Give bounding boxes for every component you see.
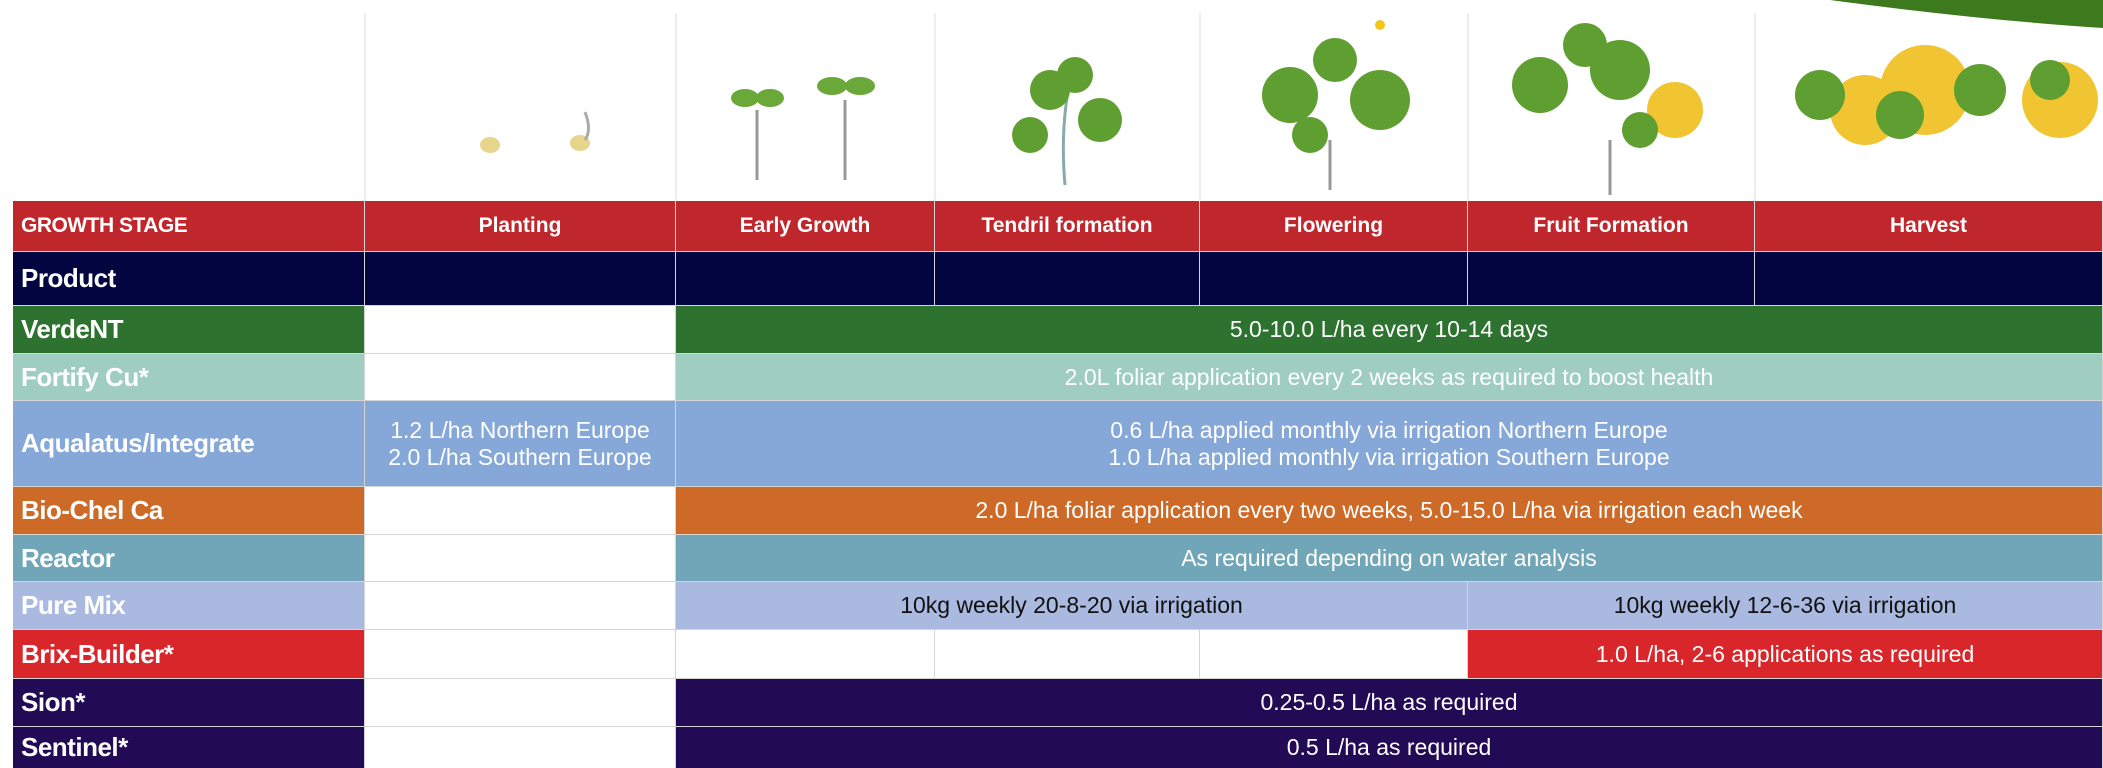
empty-cell — [365, 630, 676, 679]
product-name: Sion* — [13, 679, 365, 727]
product-name: Fortify Cu* — [13, 354, 365, 401]
cell: As required depending on water analysis — [676, 535, 2103, 582]
product-label: Product — [13, 252, 365, 306]
header-cell: Harvest — [1755, 201, 2103, 252]
cell-line: 1.0 L/ha applied monthly via irrigation … — [1108, 444, 1669, 471]
cell — [676, 252, 935, 306]
stage-illustrations — [0, 0, 2103, 201]
cell-line: 2.0 L/ha Southern Europe — [388, 444, 651, 471]
cell — [1755, 252, 2103, 306]
empty-cell — [365, 535, 676, 582]
page: GROWTH STAGE Planting Early Growth Tendr… — [0, 0, 2103, 768]
cell: 2.0 L/ha foliar application every two we… — [676, 487, 2103, 535]
empty-cell — [365, 727, 676, 768]
cell: 5.0-10.0 L/ha every 10-14 days — [676, 306, 2103, 354]
product-name: Aqualatus/Integrate — [13, 401, 365, 487]
empty-cell — [365, 306, 676, 354]
cell: 10kg weekly 12-6-36 via irrigation — [1468, 582, 2103, 630]
cell — [935, 252, 1200, 306]
empty-cell — [676, 630, 935, 679]
empty-cell — [935, 630, 1200, 679]
product-name: Pure Mix — [13, 582, 365, 630]
cell: 1.2 L/ha Northern Europe 2.0 L/ha Southe… — [365, 401, 676, 487]
cell: 2.0L foliar application every 2 weeks as… — [676, 354, 2103, 401]
cell — [365, 252, 676, 306]
header-cell: Fruit Formation — [1468, 201, 1755, 252]
cell: 10kg weekly 20-8-20 via irrigation — [676, 582, 1468, 630]
cell: 0.6 L/ha applied monthly via irrigation … — [676, 401, 2103, 487]
cell: 0.25-0.5 L/ha as required — [676, 679, 2103, 727]
cell-line: 0.6 L/ha applied monthly via irrigation … — [1110, 417, 1667, 444]
empty-cell — [365, 354, 676, 401]
empty-cell — [1200, 630, 1468, 679]
header-cell: Tendril formation — [935, 201, 1200, 252]
product-name: Brix-Builder* — [13, 630, 365, 679]
header-cell: Early Growth — [676, 201, 935, 252]
cell — [1468, 252, 1755, 306]
header-cell: Planting — [365, 201, 676, 252]
product-name: VerdeNT — [13, 306, 365, 354]
empty-cell — [365, 679, 676, 727]
header-cell: GROWTH STAGE — [13, 201, 365, 252]
product-name: Reactor — [13, 535, 365, 582]
empty-cell — [365, 487, 676, 535]
cell — [1200, 252, 1468, 306]
header-cell: Flowering — [1200, 201, 1468, 252]
cell-line: 1.2 L/ha Northern Europe — [390, 417, 650, 444]
empty-cell — [365, 582, 676, 630]
product-name: Sentinel* — [13, 727, 365, 768]
cell: 1.0 L/ha, 2-6 applications as required — [1468, 630, 2103, 679]
product-name: Bio-Chel Ca — [13, 487, 365, 535]
cell: 0.5 L/ha as required — [676, 727, 2103, 768]
